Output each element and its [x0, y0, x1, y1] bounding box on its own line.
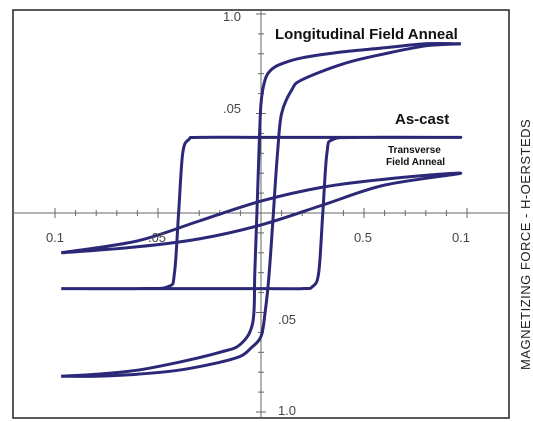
- curve-longitudinal-upper: [61, 42, 461, 378]
- x-tick-label-right: 0.1: [452, 230, 470, 245]
- x-tick-label-left: 0.1: [46, 230, 64, 245]
- annotation-transverse-line2: Field Anneal: [386, 157, 445, 168]
- y-tick-label-uppermid: .05: [223, 101, 241, 116]
- x-tick-label-midright: 0.5: [354, 230, 372, 245]
- annotation-transverse-line1: Transverse: [388, 145, 441, 156]
- annotation-longitudinal: Longitudinal Field Anneal: [275, 26, 458, 43]
- y-tick-label-bottom: 1.0: [278, 403, 296, 418]
- x-tick-label-midleft: .05: [148, 230, 166, 245]
- y-tick-label-lowermid: .05: [278, 312, 296, 327]
- annotation-as-cast: As-cast: [395, 111, 449, 128]
- curves-group: [60, 42, 463, 378]
- curve-transverse-field-anneal: [60, 171, 463, 255]
- y-tick-label-top: 1.0: [223, 9, 241, 24]
- curve-longitudinal-lower: [61, 42, 461, 378]
- curve-as-cast: [61, 135, 463, 291]
- side-axis-label: MAGNETIZING FORCE - H-OERSTEDS: [518, 119, 533, 370]
